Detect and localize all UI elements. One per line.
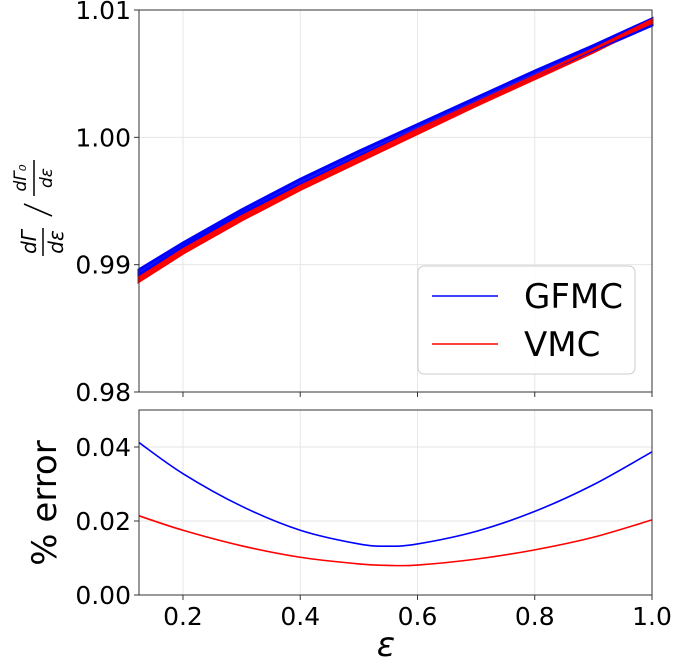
bottom-line-gfmc (138, 441, 653, 547)
ylabel-slash (23, 203, 53, 217)
bottom-panel: 0.00 0.02 0.04 0.2 0.4 0.6 0.8 1.0 % error ε (25, 409, 672, 664)
bottom-line-vmc (138, 515, 653, 567)
bottom-x-ticks: 0.2 0.4 0.6 0.8 1.0 (163, 595, 672, 631)
top-y-tick-label: 0.98 (75, 378, 131, 407)
ylabel-num0: dΓ₀ (11, 164, 31, 191)
bottom-x-tick-label: 1.0 (632, 602, 672, 631)
top-y-tick-label: 1.00 (75, 123, 131, 152)
top-panel: 0.98 0.99 1.00 1.01 dΓ dε dΓ₀ dε GFMC VMC (11, 0, 654, 407)
bottom-y-ticks: 0.00 0.02 0.04 (75, 433, 139, 610)
bottom-x-tick-label: 0.8 (515, 602, 555, 631)
bottom-lines (138, 441, 653, 567)
legend-label-vmc: VMC (524, 325, 600, 365)
top-line-vmc (138, 21, 653, 279)
top-y-tick-label: 1.01 (75, 0, 131, 25)
bottom-x-tick-label: 0.6 (398, 602, 438, 631)
bottom-grid (139, 410, 653, 596)
top-line-gfmc (138, 24, 653, 276)
bottom-y-tick-label: 0.02 (75, 507, 131, 536)
legend-label-gfmc: GFMC (524, 277, 623, 317)
bottom-y-tick-label: 0.04 (75, 433, 131, 462)
bottom-x-tick-label: 0.2 (163, 602, 203, 631)
bottom-y-axis-label: % error (25, 440, 65, 565)
x-axis-label: ε (377, 625, 395, 664)
ylabel-den0: dε (37, 168, 57, 188)
top-y-axis-label: dΓ dε dΓ₀ dε (11, 160, 68, 256)
ylabel-num: dΓ (17, 228, 41, 254)
top-y-tick-label: 0.99 (75, 251, 131, 280)
ylabel-den: dε (44, 230, 68, 254)
bottom-x-tick-label: 0.4 (280, 602, 320, 631)
top-y-ticks: 0.98 0.99 1.00 1.01 (75, 0, 139, 407)
legend: GFMC VMC (417, 265, 636, 375)
top-plot-frame (138, 9, 653, 393)
legend-box (417, 265, 636, 375)
bottom-y-tick-label: 0.00 (75, 581, 131, 610)
bottom-plot-frame (138, 409, 653, 596)
top-lines (138, 21, 653, 279)
